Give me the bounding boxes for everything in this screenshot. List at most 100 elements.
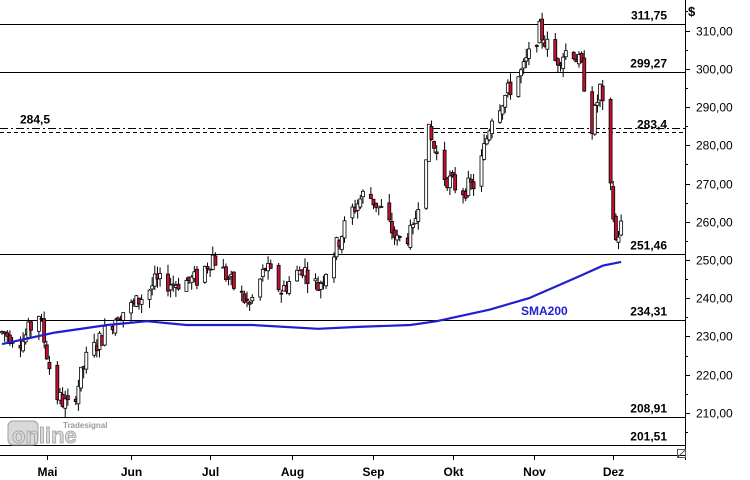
logo-badge	[7, 420, 39, 446]
candle-139	[508, 73, 513, 100]
candle-body-21	[76, 385, 81, 405]
candle-body-18	[63, 398, 68, 409]
candle-75	[276, 262, 281, 293]
candle-41	[150, 277, 155, 296]
candle-14	[47, 355, 52, 375]
candle-46	[168, 277, 173, 298]
candle-body-164	[600, 85, 605, 102]
candle-99	[361, 189, 365, 204]
candle-107	[392, 226, 397, 245]
level-label-1: 299,27	[630, 57, 667, 71]
candle-68	[247, 300, 252, 312]
candle-body-106	[390, 220, 394, 234]
x-tick-label-4: Sep	[362, 465, 384, 479]
candle-66	[242, 290, 247, 304]
candle-35	[129, 299, 133, 322]
candle-body-69	[250, 297, 255, 302]
level-label-7: 201,51	[630, 430, 667, 444]
level-label-0: 311,75	[631, 9, 667, 23]
candle-body-34	[121, 312, 126, 321]
candle-111	[408, 219, 413, 250]
y-tick-label-9: 300,00	[696, 63, 733, 77]
candle-85	[313, 273, 318, 290]
candle-body-85	[313, 278, 318, 282]
candle-67	[245, 291, 249, 308]
candle-body-45	[166, 273, 170, 292]
candle-70	[258, 277, 263, 301]
candle-76	[279, 289, 284, 303]
candle-131	[482, 134, 487, 161]
candle-body-151	[556, 58, 560, 66]
candle-151	[556, 57, 560, 73]
candle-39	[139, 294, 144, 314]
candle-body-114	[416, 209, 421, 222]
candle-body-135	[498, 110, 502, 123]
candle-128	[469, 173, 473, 190]
candle-body-131	[482, 143, 487, 160]
candle-body-71	[260, 268, 265, 278]
candle-body-104	[379, 206, 384, 208]
candle-body-145	[534, 44, 539, 47]
candle-body-74	[268, 263, 273, 269]
candle-122	[447, 170, 452, 196]
candle-55	[202, 265, 207, 284]
candle-body-6	[21, 340, 25, 352]
corner-icon	[677, 449, 686, 458]
candle-159	[582, 50, 587, 92]
candle-164	[600, 79, 605, 110]
candle-body-124	[453, 174, 458, 191]
candle-body-67	[245, 298, 249, 301]
x-tick-label-5: Okt	[443, 465, 463, 479]
candle-body-166	[611, 186, 616, 220]
candle-body-134	[490, 120, 494, 135]
candle-body-112	[411, 224, 415, 228]
candle-91	[334, 236, 339, 261]
candle-body-149	[545, 38, 550, 50]
candle-34	[121, 312, 126, 328]
candle-6	[21, 332, 25, 353]
candle-body-64	[231, 271, 236, 289]
candle-body-84	[305, 269, 310, 284]
candle-body-35	[129, 302, 133, 314]
y-tick-label-4: 250,00	[696, 254, 733, 268]
level-labels: 311,75 299,27 283,4 284,5 251,46 234,31 208,91…	[20, 9, 667, 444]
candle-body-13	[44, 344, 49, 360]
candle-body-62	[226, 277, 231, 280]
candle-119	[434, 145, 439, 161]
candle-body-158	[579, 52, 584, 63]
candle-71	[260, 264, 265, 282]
candle-52	[189, 274, 194, 290]
x-tick-label-3: Aug	[281, 465, 304, 479]
candle-body-59	[213, 255, 218, 266]
candle-body-56	[205, 266, 210, 269]
candle-168	[616, 230, 621, 250]
candle-59	[213, 252, 218, 266]
candle-79	[287, 276, 292, 296]
candle-18	[63, 390, 68, 418]
candle-body-143	[524, 57, 529, 62]
candle-body-89	[324, 274, 328, 287]
candle-12	[42, 311, 47, 349]
candle-101	[371, 198, 376, 210]
candle-body-132	[484, 138, 489, 145]
candle-body-100	[368, 193, 373, 199]
candle-body-102	[374, 202, 379, 208]
candle-body-167	[613, 215, 618, 240]
y-tick-label-1: 220,00	[696, 369, 733, 383]
candle-143	[524, 48, 529, 69]
axes: $210,00 220,00 230,00 240,00 250,00 260,00 270…	[0, 0, 733, 479]
candle-142	[521, 58, 526, 75]
candle-body-116	[426, 123, 431, 162]
candle-150	[553, 33, 558, 62]
candle-61	[224, 263, 228, 282]
candle-body-162	[595, 101, 600, 106]
candle-body-168	[616, 236, 621, 243]
candle-123	[450, 170, 455, 178]
candle-45	[166, 264, 170, 297]
candle-body-31	[113, 319, 118, 334]
candle-body-80	[295, 269, 299, 282]
candle-40	[147, 289, 152, 309]
candle-133	[487, 128, 492, 142]
candle-158	[579, 51, 584, 64]
x-tick-label-0: Mai	[37, 465, 57, 479]
